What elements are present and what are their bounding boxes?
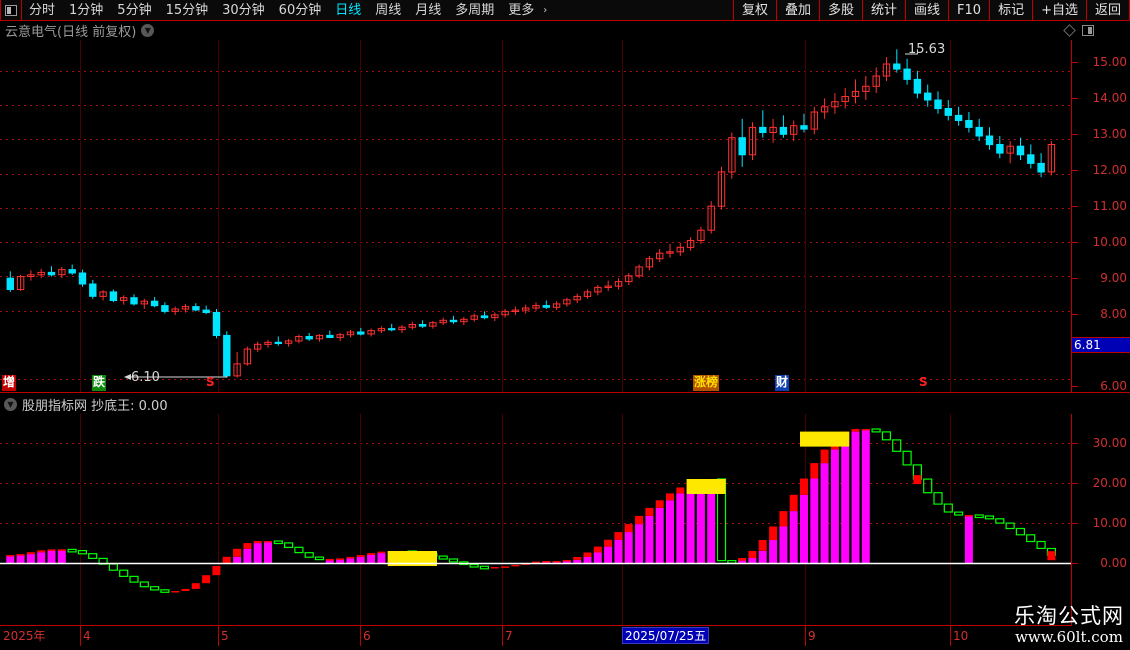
indicator-axis[interactable]: 30.00 20.00 10.00 0.00 xyxy=(1072,395,1130,625)
marker-zhangbang[interactable]: 涨榜 xyxy=(693,375,720,391)
date-label-6: 6 xyxy=(363,629,371,643)
page-title: 云意电气(日线 前复权) xyxy=(5,25,137,40)
price-tick-9: 9.00 xyxy=(1100,271,1127,285)
panel-glyph-icon xyxy=(5,4,17,16)
diamond-icon[interactable] xyxy=(1063,24,1076,37)
price-tick-15: 15.00 xyxy=(1092,55,1127,69)
price-tick-12: 12.00 xyxy=(1092,163,1127,177)
candlestick-chart xyxy=(0,40,1071,392)
indicator-header: ▼ 股朋指标网 抄底王: 0.00 xyxy=(0,395,1072,414)
price-tick-14: 14.00 xyxy=(1092,91,1127,105)
add-watchlist-button[interactable]: +自选 xyxy=(1032,0,1086,20)
panel-toggle-icon[interactable] xyxy=(0,0,22,20)
date-label-4: 4 xyxy=(83,629,91,643)
timeframe-monthly[interactable]: 月线 xyxy=(415,2,442,18)
date-axis[interactable]: 2025年 4 5 6 7 2025/07/25五 9 10 xyxy=(0,625,1072,650)
chart-title-row: 云意电气(日线 前复权) ▼ xyxy=(0,21,1130,40)
indicator-label: 股朋指标网 抄底王: 0.00 xyxy=(22,399,168,414)
return-button[interactable]: 返回 xyxy=(1085,0,1130,20)
selected-date-value: 2025/07/25五 xyxy=(625,628,707,643)
timeframe-more[interactable]: 更多 xyxy=(508,2,535,18)
top-toolbar: 分时 1分钟 5分钟 15分钟 30分钟 60分钟 日线 周线 月线 多周期 更… xyxy=(0,0,1130,21)
overlay-button[interactable]: 叠加 xyxy=(775,0,819,20)
price-tick-13: 13.00 xyxy=(1092,127,1127,141)
ind-tick-30: 30.00 xyxy=(1092,436,1127,450)
f10-button[interactable]: F10 xyxy=(948,0,989,20)
date-label-10: 10 xyxy=(953,629,969,643)
last-price-badge[interactable]: 6.81 xyxy=(1072,337,1130,353)
timeframe-weekly[interactable]: 周线 xyxy=(375,2,402,18)
panel-icon[interactable] xyxy=(1082,25,1094,36)
statistics-button[interactable]: 统计 xyxy=(862,0,905,20)
marker-cai[interactable]: 财 xyxy=(775,375,790,391)
toolbar-actions: 复权 叠加 多股 统计 画线 F10 标记 +自选 返回 xyxy=(732,0,1130,20)
indicator-histogram xyxy=(0,414,1071,625)
mark-button[interactable]: 标记 xyxy=(989,0,1032,20)
timeframe-5min[interactable]: 5分钟 xyxy=(117,2,152,18)
date-label-year: 2025年 xyxy=(3,629,46,643)
low-price-annotation: 6.10 xyxy=(131,370,160,385)
indicator-chevron-down-icon[interactable]: ▼ xyxy=(4,398,17,411)
indicator-chart-pane[interactable] xyxy=(0,414,1072,625)
timeframe-15min[interactable]: 15分钟 xyxy=(165,2,209,18)
price-axis[interactable]: 15.00 14.00 13.00 12.00 11.00 10.00 9.00… xyxy=(1072,40,1130,393)
timeframe-daily[interactable]: 日线 xyxy=(335,2,362,18)
price-chart-pane[interactable]: 增 跌 S 涨榜 财 S 15.63 6.10 xyxy=(0,40,1072,393)
marker-die[interactable]: 跌 xyxy=(92,375,107,391)
chevron-down-icon[interactable]: ▼ xyxy=(141,24,155,37)
multi-stock-button[interactable]: 多股 xyxy=(818,0,862,20)
selected-date-badge[interactable]: 2025/07/25五 xyxy=(622,627,710,644)
timeframe-60min[interactable]: 60分钟 xyxy=(278,2,322,18)
price-tick-10: 10.00 xyxy=(1092,235,1127,249)
timeframe-1min[interactable]: 1分钟 xyxy=(69,2,104,18)
date-label-5: 5 xyxy=(221,629,229,643)
ind-tick-0: 0.00 xyxy=(1100,556,1127,570)
ind-tick-20: 20.00 xyxy=(1092,476,1127,490)
fuquan-button[interactable]: 复权 xyxy=(732,0,776,20)
high-price-annotation: 15.63 xyxy=(908,42,946,57)
marker-s-left[interactable]: S xyxy=(206,375,215,390)
date-label-7: 7 xyxy=(505,629,513,643)
ind-tick-10: 10.00 xyxy=(1092,516,1127,530)
timeframe-multi[interactable]: 多周期 xyxy=(455,2,495,18)
timeframe-30min[interactable]: 30分钟 xyxy=(222,2,265,18)
price-tick-8: 8.00 xyxy=(1100,307,1127,321)
timeframe-group: 分时 1分钟 5分钟 15分钟 30分钟 60分钟 日线 周线 月线 多周期 更… xyxy=(0,0,553,20)
marker-zeng[interactable]: 增 xyxy=(2,375,17,391)
date-label-9: 9 xyxy=(808,629,816,643)
drawline-button[interactable]: 画线 xyxy=(905,0,948,20)
marker-s-right[interactable]: S xyxy=(919,375,928,390)
chart-title-icons xyxy=(1063,24,1130,37)
timeframe-fenshi[interactable]: 分时 xyxy=(29,2,56,18)
axis-corner xyxy=(1072,625,1130,650)
price-tick-11: 11.00 xyxy=(1092,199,1127,213)
price-tick-6: 6.00 xyxy=(1100,379,1127,393)
chevron-right-icon[interactable]: › xyxy=(543,4,548,16)
last-price-value: 6.81 xyxy=(1074,338,1101,352)
